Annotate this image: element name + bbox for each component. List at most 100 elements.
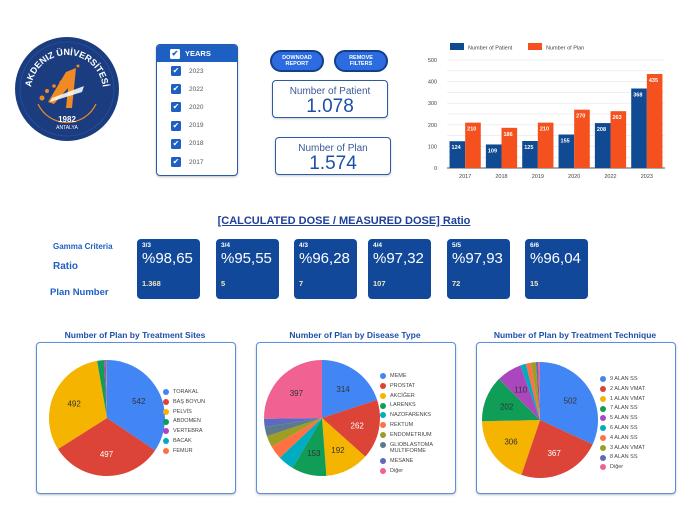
- pie-slice-3-alan-vmat[interactable]: [530, 362, 540, 420]
- pie-slice-9-alan-ss[interactable]: [540, 362, 598, 445]
- pie-slice-prostat[interactable]: [322, 399, 380, 457]
- pie-slice-2-alan-vmat[interactable]: [521, 420, 593, 478]
- bar-patients: [485, 144, 502, 168]
- bar-data-label: 124: [452, 145, 462, 151]
- bar-data-label: 270: [576, 114, 585, 120]
- legend-item[interactable]: GLIOBLASTOMA MULTIFORME: [380, 442, 433, 455]
- download-report-button[interactable]: DOWNOAD REPORT: [270, 50, 324, 72]
- pie-slice-meme[interactable]: [322, 360, 378, 418]
- gamma-value: 4/4: [373, 242, 383, 249]
- legend-item[interactable]: NAZOFARENKS: [380, 412, 433, 419]
- legend-label: FEMUR: [173, 447, 193, 454]
- year-option-2019[interactable]: ✔ 2019: [157, 117, 237, 135]
- legend-item[interactable]: 6 ALAN SS: [600, 425, 645, 432]
- pie-data-label: 192: [331, 446, 345, 455]
- legend-item[interactable]: LARENKS: [380, 402, 433, 409]
- pie-slice-bacak[interactable]: [105, 360, 107, 418]
- legend-item[interactable]: 4 ALAN SS: [600, 435, 645, 442]
- pie-slice-torakal[interactable]: [107, 360, 165, 451]
- pie-slice-1-alan-vmat[interactable]: [482, 420, 540, 475]
- year-option-2023[interactable]: ✔ 2023: [157, 62, 237, 80]
- pie-slice-rektum[interactable]: [271, 418, 322, 458]
- legend-item[interactable]: BAŞ BOYUN: [163, 399, 205, 406]
- legend-item[interactable]: FEMUR: [163, 448, 205, 455]
- ratio-tile-4-3: 4/3 %96,28 7: [294, 239, 357, 299]
- legend-label: 4 ALAN SS: [610, 434, 638, 441]
- legend-item[interactable]: 9 ALAN SS: [600, 376, 645, 383]
- year-option-label: 2023: [189, 67, 204, 75]
- pie-slice-abdomen[interactable]: [97, 360, 107, 418]
- pie-slice-mesane[interactable]: [264, 418, 322, 428]
- legend-item[interactable]: TORAKAL: [163, 389, 205, 396]
- pie-slice-6-alan-ss[interactable]: [520, 363, 540, 420]
- gamma-criteria-label: Gamma Criteria: [53, 242, 113, 251]
- pie-slice-di-er[interactable]: [538, 362, 540, 420]
- legend-item[interactable]: 2 ALAN VMAT: [600, 386, 645, 393]
- x-tick-label: 2023: [641, 174, 653, 180]
- legend-item[interactable]: REKTUM: [380, 422, 433, 429]
- pie-data-label: 202: [500, 403, 514, 412]
- checkbox-checked-icon[interactable]: ✔: [170, 48, 180, 59]
- pie-slice-4-alan-ss[interactable]: [525, 362, 540, 420]
- legend-item[interactable]: 8 ALAN SS: [600, 454, 645, 461]
- treatment-sites-pie: 542 497 492: [49, 360, 165, 476]
- legend-item[interactable]: VERTEBRA: [163, 428, 205, 435]
- pie-slice-7-alan-ss[interactable]: [482, 379, 540, 422]
- legend-item[interactable]: MESANE: [380, 458, 433, 465]
- legend-item[interactable]: Diğer: [600, 464, 645, 471]
- treatment-sites-title: Number of Plan by Treatment Sites: [64, 330, 206, 340]
- legend-item[interactable]: 1 ALAN VMAT: [600, 396, 645, 403]
- legend-item[interactable]: BACAK: [163, 438, 205, 445]
- pie-slice-vertebra[interactable]: [103, 360, 107, 418]
- plan-count: 15: [530, 279, 539, 288]
- gamma-value: 3/4: [221, 242, 231, 249]
- bar-plans: [465, 122, 481, 168]
- disease-type-legend: MEME PROSTAT AKCİĞER LARENKS NAZOFARENKS REKT…: [380, 373, 433, 477]
- legend-dot-icon: [600, 395, 606, 402]
- pie-slice-nazofarenks[interactable]: [279, 418, 322, 468]
- years-select-all[interactable]: ✔ YEARS: [157, 45, 237, 62]
- legend-item[interactable]: Diğer: [380, 468, 433, 475]
- pie-slice-larenks[interactable]: [292, 418, 327, 476]
- logo-year: 1982: [58, 115, 76, 124]
- remove-filters-button[interactable]: REMOVE FILTERS: [334, 50, 388, 72]
- pie-slice-ba-boyun[interactable]: [58, 418, 156, 476]
- year-option-2017[interactable]: ✔ 2017: [157, 153, 237, 171]
- legend-item[interactable]: 7 ALAN SS: [600, 405, 645, 412]
- pie-slice-endometrium[interactable]: [266, 418, 322, 447]
- legend-item[interactable]: ABDOMEN: [163, 418, 205, 425]
- checkbox-checked-icon[interactable]: ✔: [171, 120, 181, 131]
- pie-slice-8-alan-ss[interactable]: [535, 362, 540, 420]
- pie-slice-akci-er[interactable]: [322, 418, 366, 476]
- ratio-label: Ratio: [53, 261, 78, 272]
- pie-slice-pelvi-s[interactable]: [49, 360, 107, 450]
- legend-item[interactable]: AKCİĞER: [380, 393, 433, 400]
- pie-slice-glioblastoma-multiforme[interactable]: [264, 418, 322, 437]
- legend-dot-icon: [380, 412, 386, 419]
- checkbox-checked-icon[interactable]: ✔: [171, 157, 181, 168]
- checkbox-checked-icon[interactable]: ✔: [171, 102, 181, 113]
- legend-item[interactable]: PROSTAT: [380, 383, 433, 390]
- treatment-sites-legend: TORAKAL BAŞ BOYUN PELVİS ABDOMEN VERTEBRA BAC…: [163, 389, 205, 458]
- legend-swatch: [528, 43, 542, 50]
- legend-item[interactable]: MEME: [380, 373, 433, 380]
- legend-item[interactable]: ENDOMETRIUM: [380, 432, 433, 439]
- legend-item[interactable]: 5 ALAN SS: [600, 415, 645, 422]
- year-option-2018[interactable]: ✔ 2018: [157, 135, 237, 153]
- x-tick-label: 2020: [568, 174, 580, 180]
- legend-dot-icon: [600, 444, 606, 451]
- checkbox-checked-icon[interactable]: ✔: [171, 138, 181, 149]
- checkbox-checked-icon[interactable]: ✔: [171, 84, 181, 95]
- pie-data-label: 262: [351, 421, 365, 430]
- year-option-2020[interactable]: ✔ 2020: [157, 98, 237, 116]
- checkbox-checked-icon[interactable]: ✔: [171, 66, 181, 77]
- year-option-2022[interactable]: ✔ 2022: [157, 80, 237, 98]
- x-tick-label: 2018: [495, 174, 507, 180]
- akdeniz-university-logo: AKDENIZ ÜNİVERSİTESİ 1982 ANTALYA: [15, 37, 119, 141]
- legend-item[interactable]: 3 ALAN VMAT: [600, 445, 645, 452]
- legend-item[interactable]: PELVİS: [163, 409, 205, 416]
- pie-slice-5-alan-ss[interactable]: [498, 365, 540, 420]
- pie-slice-di-er[interactable]: [264, 360, 322, 419]
- gamma-value: 6/6: [530, 242, 540, 249]
